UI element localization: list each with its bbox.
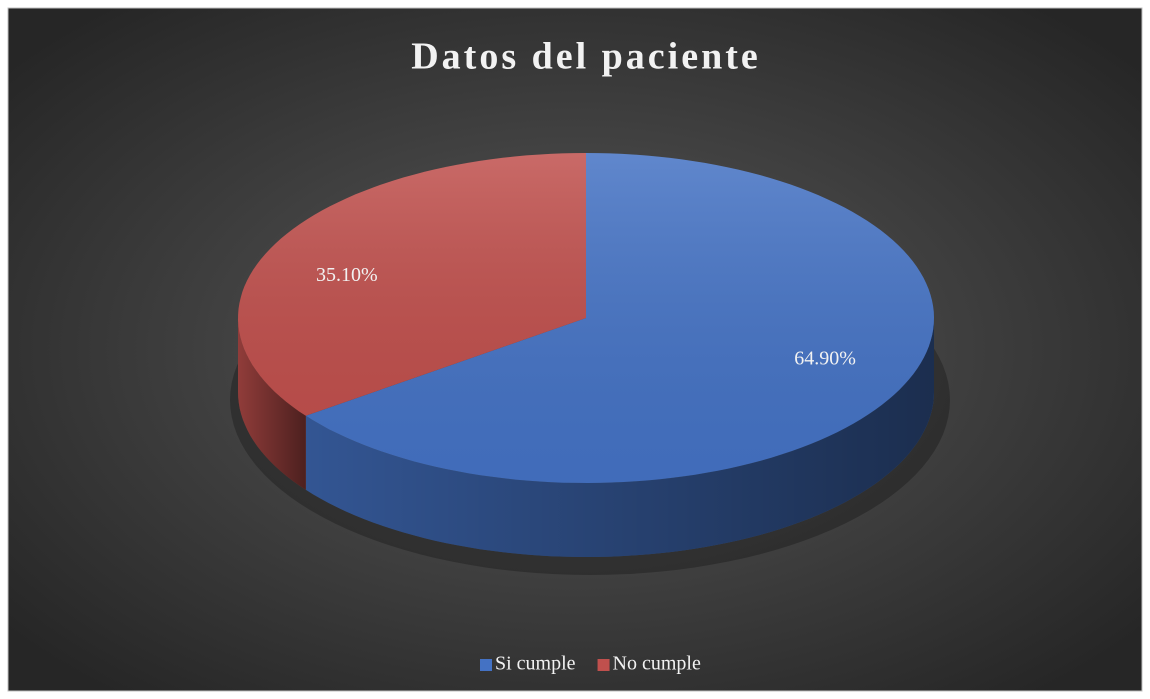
legend-swatch — [597, 659, 610, 671]
slice-side-shade — [238, 318, 306, 490]
legend-label: Si cumple — [495, 653, 576, 675]
slice-shine — [238, 153, 586, 416]
legend-label: No cumple — [613, 653, 701, 675]
slice-side-shade — [305, 318, 934, 557]
slice-shine — [305, 153, 934, 483]
data-label: 35.10% — [316, 264, 378, 286]
data-label: 64.90% — [794, 347, 856, 369]
chart-title: Datos del paciente — [411, 36, 761, 78]
legend-swatch — [480, 659, 492, 671]
